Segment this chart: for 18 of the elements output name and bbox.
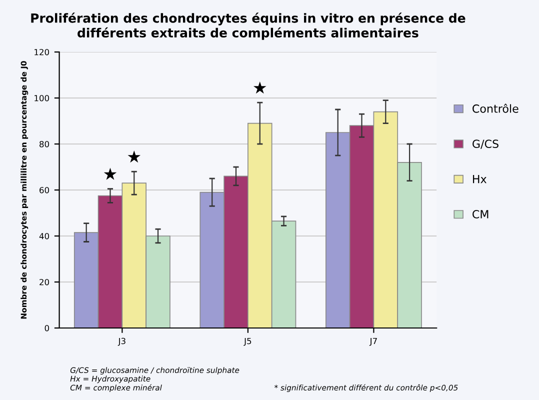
annotation: ★: [128, 150, 141, 163]
chart-title: Prolifération des chondrocytes équins in vitro en présence de différents extraits de compléments alimentaires: [31, 12, 466, 40]
y-tick-label: 40: [39, 232, 50, 240]
annotation: ★: [254, 82, 266, 94]
y-tick-label: 20: [40, 278, 50, 286]
y-tick-label: 80: [40, 140, 50, 148]
y-tick-label: 0: [44, 324, 50, 332]
legend-label: G/CS: [472, 140, 498, 149]
y-tick-label: 120: [34, 48, 50, 56]
x-tick-label: J3: [118, 338, 126, 346]
y-tick-label: 60: [40, 186, 50, 194]
x-tick-label: J5: [244, 338, 252, 346]
legend-label: Contrôle: [472, 104, 518, 113]
annotation: ★: [104, 168, 117, 180]
legend-label: Hx: [473, 174, 486, 184]
x-tick-label: J7: [369, 338, 377, 346]
legend-label: CM: [472, 210, 488, 218]
y-tick-label: 100: [34, 94, 50, 102]
